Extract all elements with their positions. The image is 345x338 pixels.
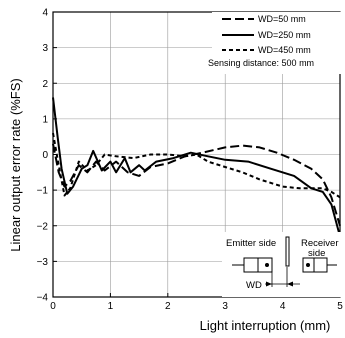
legend-label-wd250: WD=250 mm (258, 30, 311, 40)
interrupting-plate (285, 236, 290, 267)
y-tick-label: −2 (37, 221, 49, 232)
x-axis-title: Light interruption (mm) (200, 318, 331, 333)
series-layer (52, 97, 341, 237)
y-axis-title: Linear output error rate (%FS) (8, 78, 23, 251)
y-tick-label: −1 (37, 186, 49, 197)
receiver-lens (306, 263, 310, 267)
legend-label-wd450: WD=450 mm (258, 45, 311, 55)
y-tick-label: 1 (42, 114, 48, 125)
y-tick-label: −3 (37, 257, 49, 268)
emitter-side-label: Emitter side (226, 238, 276, 249)
tick-labels: 0 1 2 3 4 5 −4 −3 −2 −1 0 1 2 3 4 (37, 8, 344, 313)
series-line-wd250 (52, 97, 341, 237)
x-tick-label: 1 (108, 301, 114, 312)
emitter-lens (265, 263, 269, 267)
legend: WD=50 mm WD=250 mm WD=450 mm Sensing dis… (208, 12, 341, 74)
y-tick-label: 2 (42, 79, 48, 90)
legend-label-wd50: WD=50 mm (258, 14, 306, 24)
receiver-side-label-2: side (308, 248, 325, 259)
legend-box (212, 12, 341, 74)
x-tick-label: 3 (222, 301, 228, 312)
wd-arrow-left (266, 281, 272, 287)
x-tick-label: 0 (50, 301, 56, 312)
x-tick-label: 4 (280, 301, 286, 312)
y-tick-label: 4 (42, 8, 48, 19)
y-tick-label: −4 (37, 293, 49, 304)
sensing-distance-note: Sensing distance: 500 mm (208, 58, 314, 68)
receiver-side-label-1: Receiver (301, 238, 339, 249)
emitter-receiver-diagram: Emitter side Receiver side WD (222, 232, 342, 297)
y-tick-label: 3 (42, 43, 48, 54)
wd-label: WD (246, 280, 262, 291)
series-line-wd450 (52, 132, 341, 199)
x-tick-label: 5 (337, 301, 343, 312)
x-tick-label: 2 (165, 301, 171, 312)
wd-arrow-right (287, 281, 293, 287)
y-tick-label: 0 (42, 150, 48, 161)
